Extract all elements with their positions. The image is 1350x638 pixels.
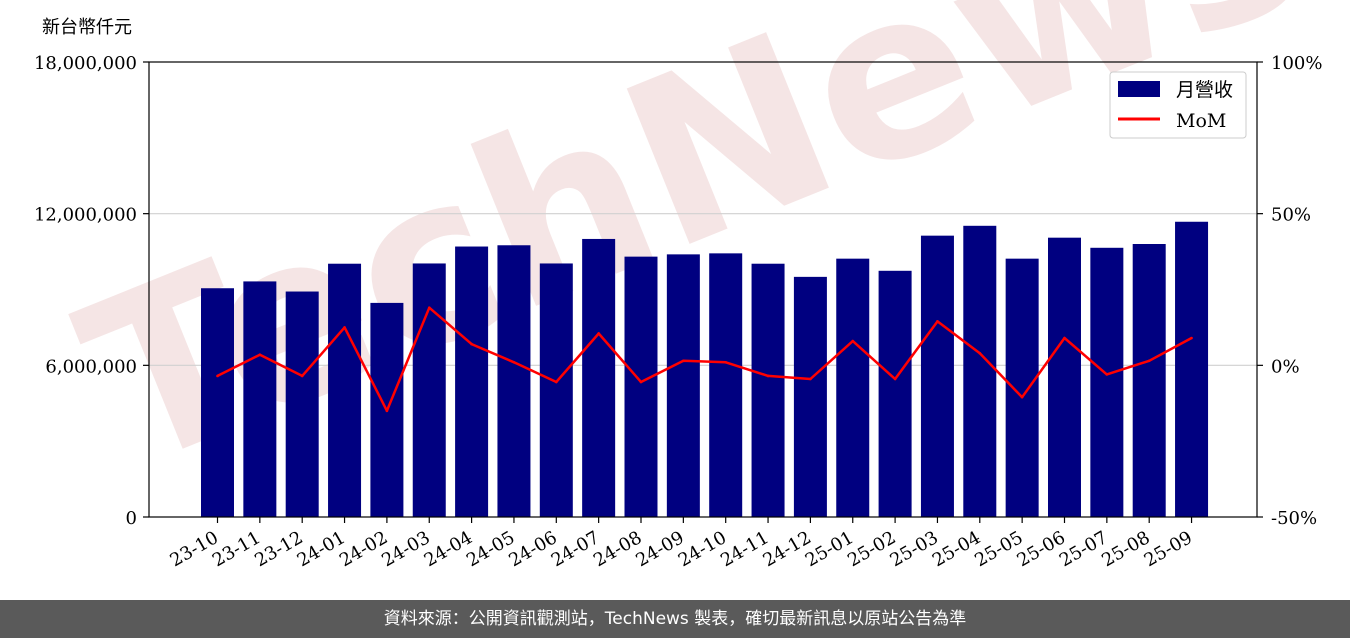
plot-frame [148,61,1258,518]
left-tick-label: 0 [126,508,137,529]
mom-point-24-01 [343,326,346,329]
bar-23-12 [285,291,319,517]
bar-25-03 [920,235,954,518]
mom-line [216,306,1193,413]
bar-24-11 [751,263,785,517]
mom-point-24-10 [724,361,727,364]
bar-25-02 [878,270,912,517]
left-tick-label: 12,000,000 [34,205,137,226]
bar-25-08 [1132,244,1166,517]
bar-25-06 [1048,237,1081,518]
left-tick-label: 6,000,000 [45,356,137,377]
legend-bar-label: 月營收 [1176,79,1233,101]
mom-point-23-12 [300,374,304,378]
bar-24-05 [497,245,531,517]
bar-24-04 [455,246,489,517]
bar-25-07 [1090,247,1124,517]
y-axis-unit-label: 新台幣仟元 [42,17,132,38]
bar-24-12 [793,276,827,517]
bar-24-10 [709,253,743,517]
right-tick-label: 0% [1271,356,1300,377]
mom-point-24-07 [597,332,600,335]
bar-24-06 [539,263,573,517]
left-axis-ticks: 0 6,000,000 12,000,000 18,000,000 [34,53,149,529]
mom-point-24-05 [512,361,516,364]
mom-point-23-10 [216,374,219,378]
mom-point-24-08 [639,380,643,384]
bar-23-10 [201,288,234,517]
mom-point-24-06 [555,380,558,384]
mom-point-25-02 [893,377,897,381]
mom-point-25-06 [1063,336,1066,340]
mom-point-24-03 [427,306,431,310]
legend-line-label: MoM [1176,110,1226,132]
bar-24-01 [328,263,362,517]
mom-point-23-11 [258,353,262,357]
mom-point-24-11 [766,374,770,378]
bar-24-08 [624,256,658,517]
mom-point-25-07 [1105,373,1109,376]
bar-25-01 [836,258,870,517]
bar-24-09 [666,254,700,517]
x-axis-ticks: 23-1023-1123-1224-0124-0224-0324-0424-05… [167,517,1196,571]
bar-23-11 [243,281,277,517]
mom-point-25-08 [1147,359,1151,363]
bar-series [201,221,1209,518]
mom-point-24-04 [470,342,473,346]
mom-point-25-04 [978,351,982,355]
right-tick-label: 50% [1271,205,1311,226]
legend: 月營收 MoM [1109,71,1247,139]
chart: TechNews 新台幣仟元 06,000,00012,000,00018,00… [34,0,1338,571]
right-tick-label: -50% [1271,508,1317,529]
legend-bar-swatch [1118,81,1160,97]
mom-point-24-09 [682,359,685,363]
right-tick-label: 100% [1271,53,1322,74]
mom-point-24-02 [385,409,389,413]
x-tick-label: 25-09 [1141,527,1196,571]
bar-25-05 [1005,258,1039,517]
bar-25-09 [1175,221,1209,517]
source-footer: 資料來源：公開資訊觀測站，TechNews 製表，確切最新訊息以原站公告為準 [0,600,1350,638]
mom-point-24-12 [809,377,812,381]
left-tick-label: 18,000,000 [34,53,137,74]
mom-line-series [216,306,1193,413]
bar-24-03 [412,263,446,517]
bar-24-07 [582,238,616,517]
mom-point-25-01 [851,339,855,343]
mom-point-25-03 [936,320,939,323]
right-axis-ticks: -50% 0% 50% 100% [1257,53,1322,529]
mom-point-25-05 [1020,395,1024,399]
mom-point-25-09 [1190,336,1193,340]
bar-25-04 [963,225,997,518]
